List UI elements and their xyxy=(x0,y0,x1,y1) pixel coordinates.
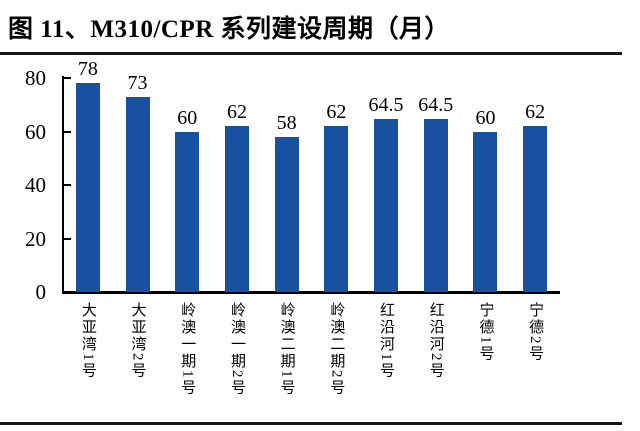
x-axis-line xyxy=(62,291,560,294)
bar xyxy=(374,119,399,292)
x-axis-category-label: 宁德2号 xyxy=(527,302,544,363)
bar xyxy=(274,136,299,292)
y-axis-tick-mark xyxy=(64,184,71,186)
bar xyxy=(324,126,349,292)
figure-title: 图 11、M310/CPR 系列建设周期（月） xyxy=(8,16,451,43)
bar xyxy=(125,96,150,292)
x-axis-category-label: 红沿河2号 xyxy=(427,302,444,380)
y-axis-tick-label: 80 xyxy=(25,66,46,90)
y-axis-tick-label: 40 xyxy=(25,173,46,197)
y-axis-tick-mark xyxy=(64,237,71,240)
y-axis-tick-mark xyxy=(64,130,71,133)
y-axis-tick-mark xyxy=(64,77,71,79)
y-axis-tick-label: 20 xyxy=(25,226,46,251)
bar-value-label: 73 xyxy=(127,71,148,94)
x-axis-category-label: 岭澳二期1号 xyxy=(278,302,295,397)
bar-value-label: 60 xyxy=(177,106,198,129)
bar-value-label: 64.5 xyxy=(368,94,404,117)
bar-value-label: 62 xyxy=(525,101,546,124)
x-axis-category-label: 岭澳一期2号 xyxy=(228,302,245,397)
x-axis-category-label: 岭澳一期1号 xyxy=(179,302,196,397)
x-axis-category-label: 大亚湾2号 xyxy=(129,302,146,380)
x-axis-category-label: 岭澳二期2号 xyxy=(328,302,345,397)
bar xyxy=(523,126,548,292)
y-axis-tick-label: 0 xyxy=(35,280,47,304)
bar xyxy=(75,83,100,292)
bar-value-label: 60 xyxy=(475,106,496,129)
bar-value-label: 58 xyxy=(276,111,297,134)
bar-value-label: 64.5 xyxy=(418,94,454,117)
bar xyxy=(423,119,448,292)
bar xyxy=(224,126,249,292)
y-axis-tick-label: 60 xyxy=(25,119,46,144)
y-axis-line xyxy=(62,76,64,294)
bar-value-label: 62 xyxy=(326,101,347,124)
bar xyxy=(473,131,498,292)
x-axis-category-label: 大亚湾1号 xyxy=(79,302,96,380)
bar xyxy=(175,131,200,292)
title-divider xyxy=(0,52,622,55)
bottom-divider xyxy=(0,422,622,425)
x-axis-category-label: 宁德1号 xyxy=(477,302,494,363)
x-axis-category-label: 红沿河1号 xyxy=(378,302,395,380)
bar-value-label: 62 xyxy=(226,101,247,124)
bar-value-label: 78 xyxy=(77,58,98,81)
